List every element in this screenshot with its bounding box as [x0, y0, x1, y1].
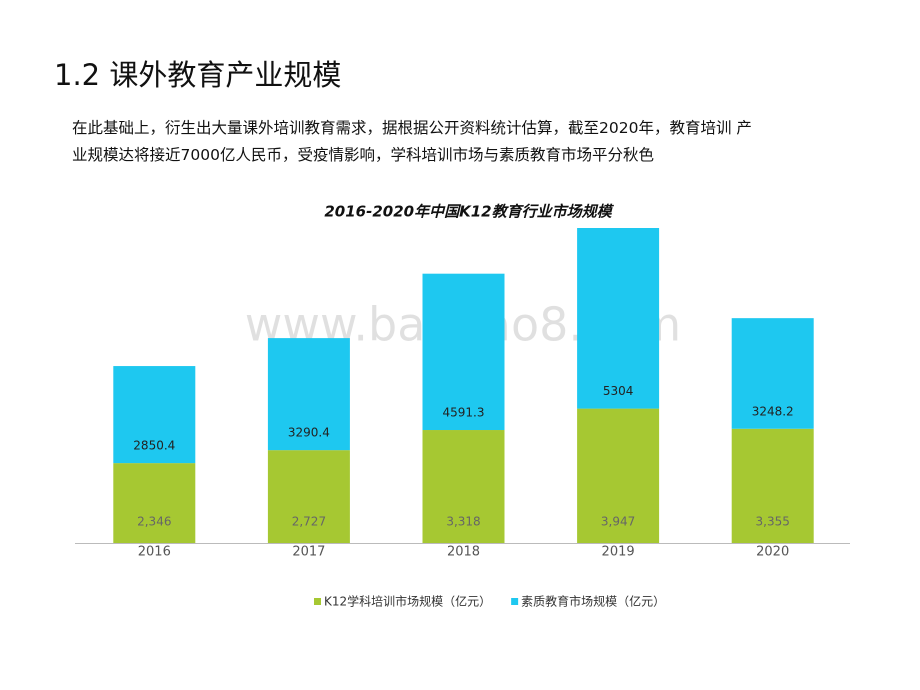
- bar-segment: [577, 408, 660, 543]
- x-tick-label: 2020: [756, 545, 789, 560]
- bar-segment: [267, 338, 350, 451]
- value-label: 2,346: [137, 515, 171, 529]
- slide-title: 1.2 课外教育产业规模: [54, 58, 342, 92]
- intro-line: 业规模达将接近7000亿人民币，受疫情影响，学科培训市场与素质教育市场平分秋色: [72, 146, 654, 164]
- x-tick-label: 2019: [602, 545, 635, 560]
- chart-title: 2016-2020年中国K12教育行业市场规模: [324, 203, 614, 221]
- value-label: 3,947: [601, 515, 635, 529]
- value-label: 3290.4: [288, 426, 330, 440]
- x-tick-label: 2018: [447, 545, 480, 560]
- bar-segment: [577, 228, 660, 409]
- value-label: 5304: [603, 384, 634, 398]
- legend-label: 素质教育市场规模（亿元）: [521, 594, 665, 609]
- legend-swatch: [314, 598, 321, 605]
- bar-segment: [731, 318, 814, 429]
- x-tick-label: 2017: [292, 545, 325, 560]
- bar-segment: [113, 366, 196, 464]
- bar-segment: [422, 430, 505, 543]
- value-label: 2850.4: [133, 439, 175, 453]
- bar-segment: [422, 273, 505, 431]
- value-label: 4591.3: [443, 406, 485, 420]
- bar-segment: [113, 463, 196, 543]
- value-label: 3,355: [756, 515, 790, 529]
- value-label: 2,727: [292, 515, 326, 529]
- bar-segment: [267, 450, 350, 543]
- x-tick-label: 2016: [138, 545, 171, 560]
- legend-label: K12学科培训市场规模（亿元）: [324, 594, 491, 609]
- legend-swatch: [511, 598, 519, 605]
- bar-segment: [731, 428, 814, 543]
- intro-line: 在此基础上，衍生出大量课外培训教育需求，据根据公开资料统计估算，截至2020年，…: [72, 119, 752, 137]
- value-label: 3248.2: [752, 404, 794, 418]
- value-label: 3,318: [446, 515, 480, 529]
